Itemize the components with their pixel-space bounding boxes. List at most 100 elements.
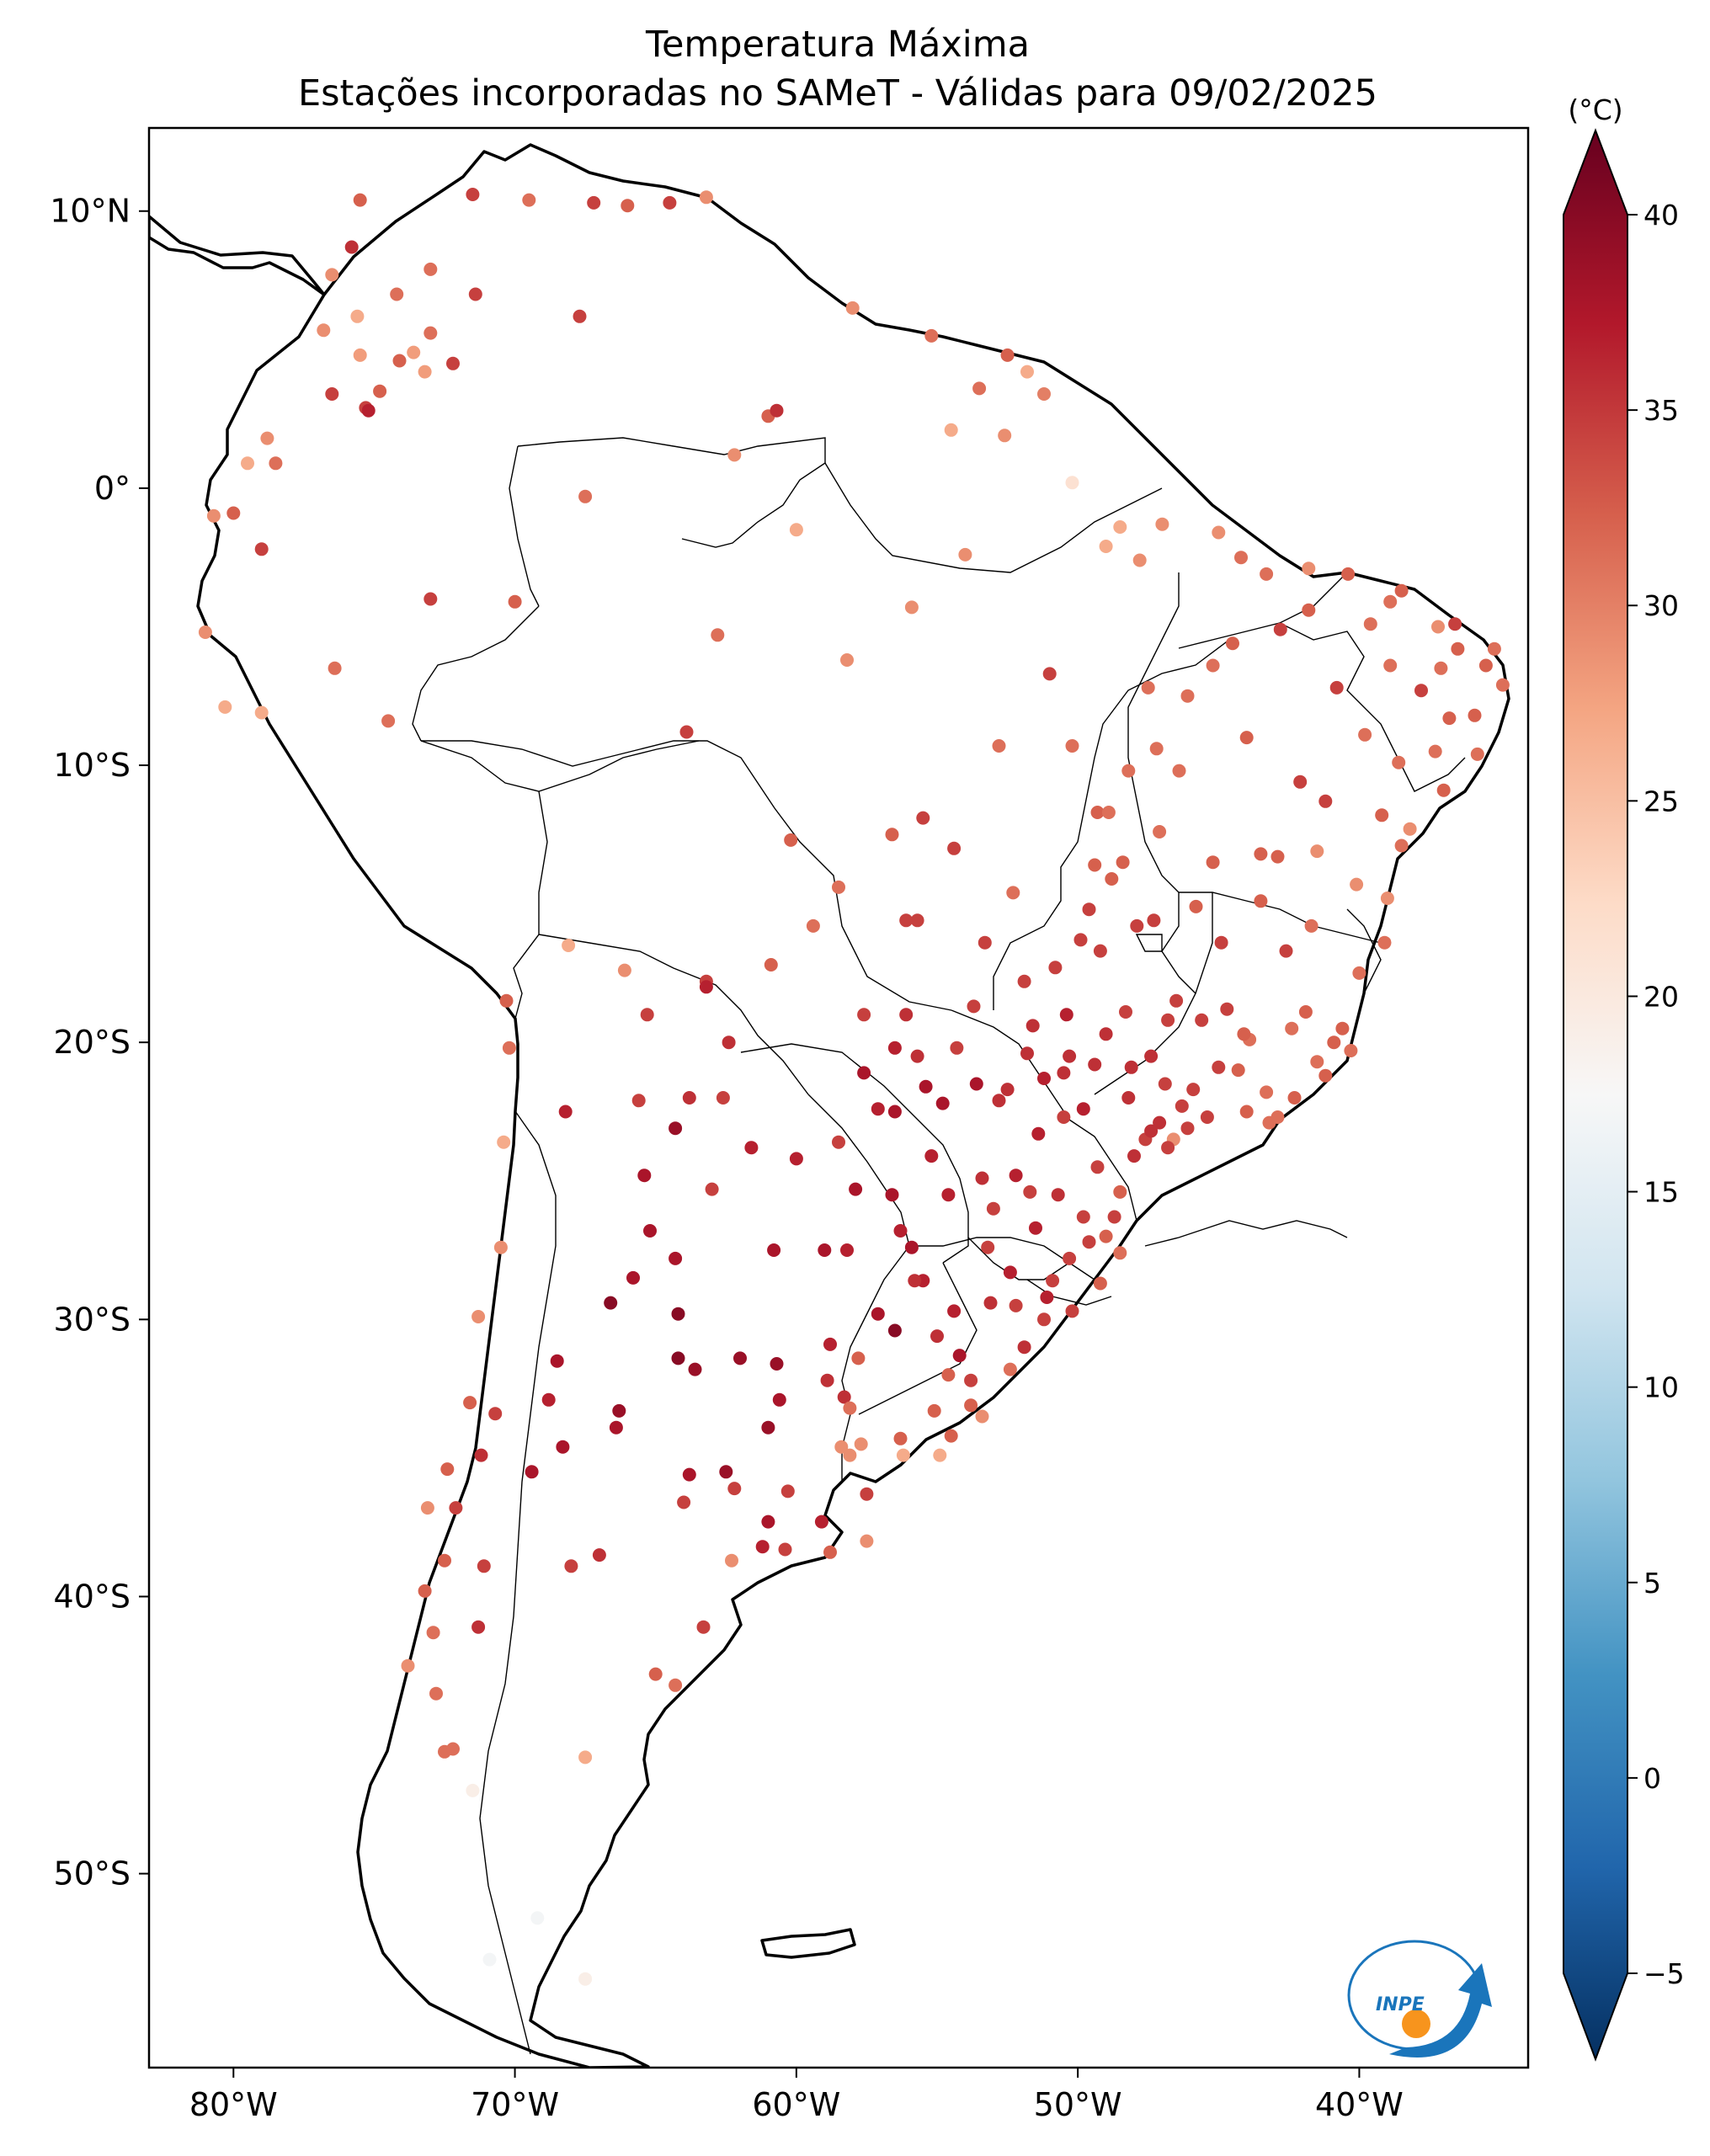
station-marker: [1442, 711, 1457, 726]
station-marker: [488, 1407, 503, 1421]
station-marker: [643, 1224, 657, 1238]
station-marker: [1335, 1021, 1350, 1035]
station-marker: [482, 1952, 497, 1967]
station-marker: [1293, 775, 1308, 789]
station-marker: [1169, 993, 1184, 1008]
latitude-ticks: 10°N 0° 10°S 20°S 30°S 40°S 50°S: [50, 193, 149, 1892]
station-marker: [1271, 1110, 1285, 1124]
station-marker: [1212, 525, 1226, 540]
station-marker: [983, 1296, 998, 1310]
lat-tick-label: 10°S: [54, 747, 131, 784]
station-marker: [1155, 517, 1169, 531]
station-marker: [353, 348, 367, 362]
lon-tick-label: 70°W: [471, 2086, 559, 2123]
station-marker: [722, 1035, 736, 1050]
station-marker: [896, 1448, 910, 1462]
station-marker: [719, 1465, 733, 1479]
station-marker: [1105, 872, 1119, 886]
station-marker: [1239, 731, 1254, 745]
station-marker: [1000, 1083, 1015, 1097]
lat-tick-label: 40°S: [54, 1578, 131, 1615]
station-marker: [446, 1742, 460, 1756]
station-marker: [401, 1658, 415, 1673]
station-marker: [1206, 658, 1220, 673]
station-marker: [637, 1168, 652, 1183]
station-marker: [260, 431, 274, 445]
station-marker: [621, 199, 635, 213]
station-marker: [887, 1323, 902, 1338]
station-marker: [254, 542, 269, 556]
station-marker: [578, 489, 593, 503]
station-marker: [1189, 899, 1203, 913]
station-marker: [1428, 744, 1442, 759]
station-marker: [947, 1304, 962, 1318]
station-marker: [1279, 944, 1293, 958]
station-marker: [1394, 838, 1409, 853]
station-marker: [916, 811, 930, 825]
station-marker: [992, 739, 1006, 753]
station-marker: [1383, 594, 1398, 609]
station-marker: [1318, 1068, 1333, 1083]
station-marker: [328, 661, 342, 675]
station-marker: [671, 1307, 685, 1321]
station-marker: [438, 1553, 451, 1568]
station-marker: [663, 195, 677, 210]
station-marker: [770, 1357, 784, 1371]
station-marker: [1195, 1013, 1209, 1027]
station-marker: [1226, 636, 1239, 651]
station-marker: [1377, 935, 1392, 950]
station-marker: [941, 1368, 956, 1382]
station-marker: [1200, 1110, 1214, 1124]
station-marker: [420, 1501, 434, 1515]
station-marker: [780, 1484, 795, 1499]
station-marker: [587, 195, 601, 210]
station-marker: [910, 913, 924, 928]
station-marker: [1344, 1044, 1358, 1057]
station-marker: [1020, 1046, 1034, 1061]
inpe-logo: INPE: [1347, 1940, 1492, 2058]
station-marker: [1000, 348, 1015, 362]
station-marker: [373, 384, 387, 398]
station-marker: [1063, 1049, 1077, 1063]
station-marker: [944, 423, 958, 437]
station-marker: [463, 1396, 477, 1410]
title-line-1: Temperatura Máxima: [645, 24, 1030, 66]
station-marker: [699, 980, 713, 994]
station-marker: [317, 323, 331, 338]
station-marker: [1350, 877, 1364, 892]
colorbar-tick-label: 5: [1643, 1567, 1661, 1600]
station-marker: [1237, 1027, 1251, 1041]
lon-tick-label: 60°W: [752, 2086, 840, 2123]
station-marker: [1082, 1235, 1096, 1249]
station-marker: [904, 1240, 919, 1254]
station-marker: [1107, 1210, 1121, 1224]
station-marker: [705, 1182, 719, 1196]
station-marker: [550, 1354, 564, 1368]
station-marker: [1363, 617, 1377, 631]
station-marker: [919, 1079, 933, 1094]
falkland-islands: [760, 1928, 856, 1959]
colorbar-tick-label: 0: [1643, 1762, 1661, 1795]
station-marker: [767, 1243, 781, 1257]
station-marker: [806, 918, 820, 933]
station-marker: [1451, 641, 1465, 656]
station-marker: [497, 1135, 511, 1149]
station-marker: [564, 1559, 578, 1573]
station-marker: [998, 429, 1012, 443]
central-america-land: [149, 215, 326, 296]
station-marker: [541, 1392, 556, 1407]
station-marker: [325, 387, 339, 401]
station-marker: [198, 626, 212, 639]
station-marker: [1046, 1274, 1060, 1288]
station-marker: [426, 1626, 440, 1640]
station-marker: [1088, 858, 1102, 872]
station-marker: [1017, 974, 1031, 988]
lon-tick-label: 50°W: [1034, 2086, 1122, 2123]
station-marker: [269, 456, 283, 471]
station-marker: [1448, 617, 1462, 631]
station-marker: [851, 1351, 866, 1365]
colorbar-tick-label: 40: [1643, 199, 1679, 232]
station-marker: [1329, 680, 1344, 695]
station-marker: [1153, 1115, 1167, 1130]
station-marker: [814, 1515, 828, 1529]
